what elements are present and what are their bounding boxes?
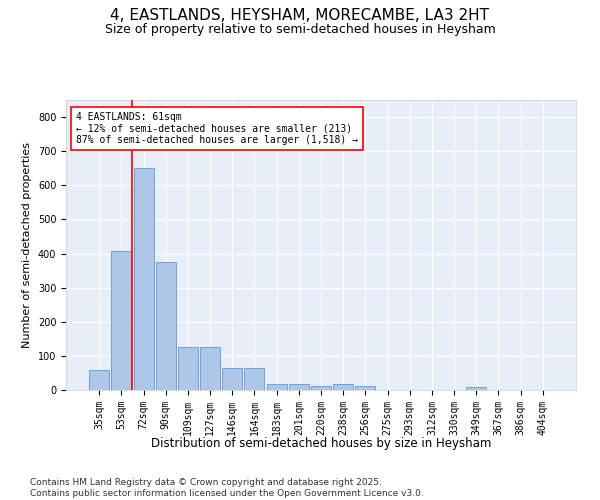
Bar — [466, 388, 486, 390]
Bar — [244, 368, 265, 390]
Bar — [333, 384, 353, 390]
Text: Distribution of semi-detached houses by size in Heysham: Distribution of semi-detached houses by … — [151, 438, 491, 450]
Bar — [89, 370, 109, 390]
Bar — [222, 368, 242, 390]
Bar — [289, 384, 309, 390]
Text: 4, EASTLANDS, HEYSHAM, MORECAMBE, LA3 2HT: 4, EASTLANDS, HEYSHAM, MORECAMBE, LA3 2H… — [110, 8, 490, 22]
Bar — [112, 251, 131, 390]
Bar — [266, 384, 287, 390]
Text: Size of property relative to semi-detached houses in Heysham: Size of property relative to semi-detach… — [104, 22, 496, 36]
Bar — [311, 386, 331, 390]
Bar — [134, 168, 154, 390]
Text: Contains HM Land Registry data © Crown copyright and database right 2025.
Contai: Contains HM Land Registry data © Crown c… — [30, 478, 424, 498]
Bar — [355, 386, 376, 390]
Bar — [200, 348, 220, 390]
Text: 4 EASTLANDS: 61sqm
← 12% of semi-detached houses are smaller (213)
87% of semi-d: 4 EASTLANDS: 61sqm ← 12% of semi-detache… — [76, 112, 358, 145]
Bar — [156, 262, 176, 390]
Bar — [178, 348, 198, 390]
Y-axis label: Number of semi-detached properties: Number of semi-detached properties — [22, 142, 32, 348]
